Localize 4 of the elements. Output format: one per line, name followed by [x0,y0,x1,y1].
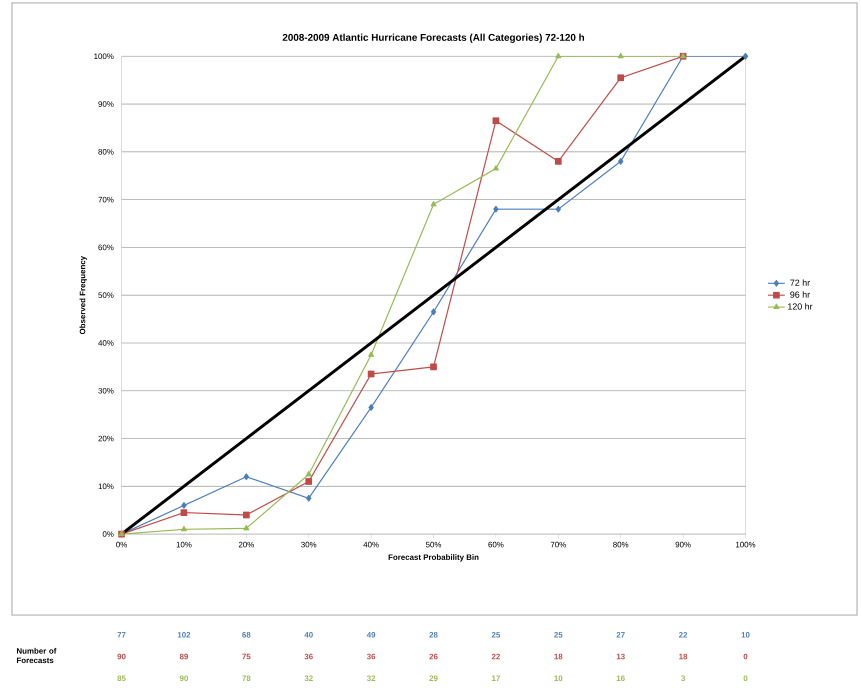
legend-label: 96 hr [790,291,810,298]
legend-label: 120 hr [788,303,812,310]
legend-label: 72 hr [790,279,810,286]
chart-title: 2008-2009 Atlantic Hurricane Forecasts (All Categories) 72-120 h [282,34,584,43]
